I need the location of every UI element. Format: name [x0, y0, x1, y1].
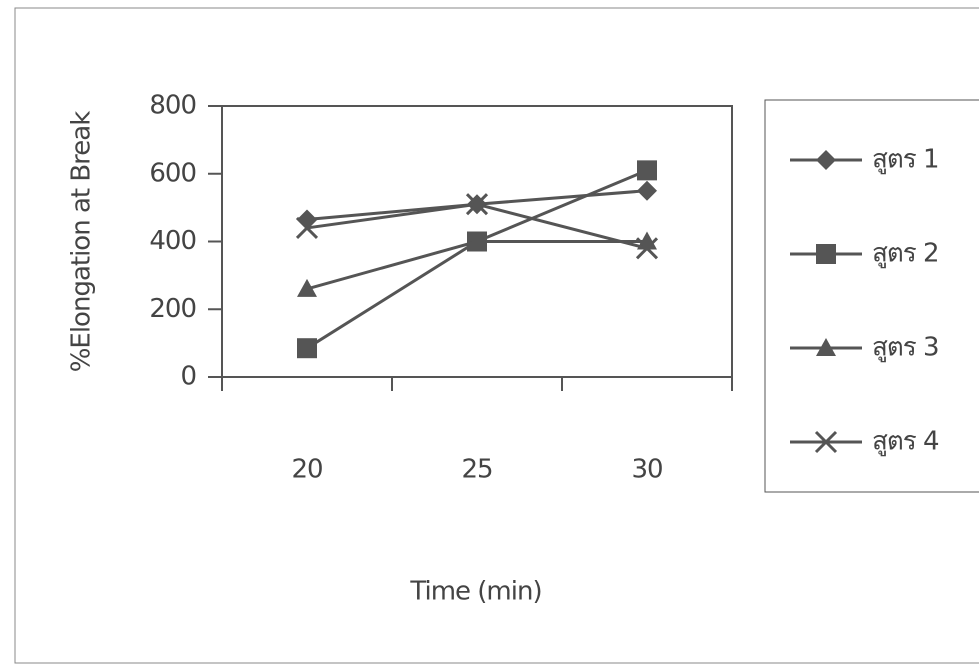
legend-marker	[816, 244, 836, 264]
y-axis-title: %Elongation at Break	[67, 111, 97, 373]
x-tick-label: 25	[461, 455, 492, 485]
legend-label: สูตร 4	[872, 427, 939, 457]
y-tick-label: 0	[180, 362, 196, 392]
legend-label: สูตร 1	[872, 145, 939, 175]
chart: Time (min) %Elongation at Break 0 200 400 6…	[0, 0, 979, 667]
legend-label: สูตร 2	[872, 239, 939, 269]
y-tick-label: 400	[149, 226, 196, 256]
y-tick-label: 800	[149, 91, 196, 121]
x-tick-label: 20	[291, 455, 322, 485]
data-point	[637, 160, 657, 180]
y-tick-label: 600	[149, 158, 196, 188]
x-tick-label: 30	[631, 455, 662, 485]
data-point	[297, 338, 317, 358]
y-tick-label: 200	[149, 294, 196, 324]
x-axis-title: Time (min)	[409, 577, 541, 607]
legend-label: สูตร 3	[872, 333, 939, 363]
